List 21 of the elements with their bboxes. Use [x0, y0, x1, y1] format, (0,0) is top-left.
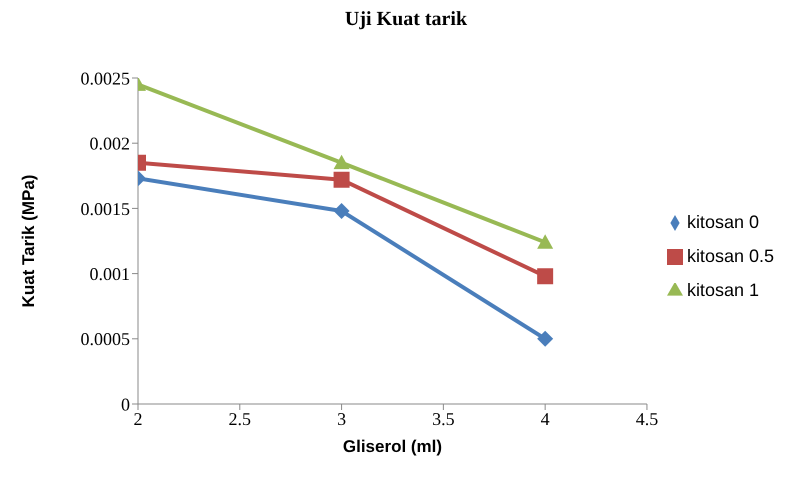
- x-tick-label: 3: [337, 408, 346, 429]
- y-tick-label: 0.0025: [80, 68, 130, 88]
- y-tick-label: 0: [121, 394, 130, 414]
- point: [537, 330, 554, 347]
- x-tick-label: 4.5: [636, 408, 658, 429]
- point: [537, 234, 554, 249]
- x-tick-label: 2: [134, 408, 142, 429]
- legend-label: kitosan 0.5: [686, 246, 774, 266]
- chart-title: Uji Kuat tarik: [344, 8, 468, 32]
- y-tick-label: 0.001: [90, 264, 130, 284]
- y-tick-label: 0.002: [90, 134, 130, 154]
- x-tick-label: 3.5: [432, 408, 455, 429]
- y-tick-label: 0.0005: [80, 329, 130, 350]
- x-tick-label: 2.5: [228, 408, 252, 429]
- point: [537, 268, 554, 284]
- legend-label: kitosan 1: [686, 280, 759, 300]
- y-tick-label: 0.0015: [80, 198, 130, 219]
- y-axis-title: Kuat Tarik (MPa): [19, 174, 38, 308]
- x-tick-label: 4: [540, 408, 550, 429]
- x-axis-title: Gliserol (ml): [342, 437, 442, 456]
- legend-label: kitosan 0: [686, 212, 759, 232]
